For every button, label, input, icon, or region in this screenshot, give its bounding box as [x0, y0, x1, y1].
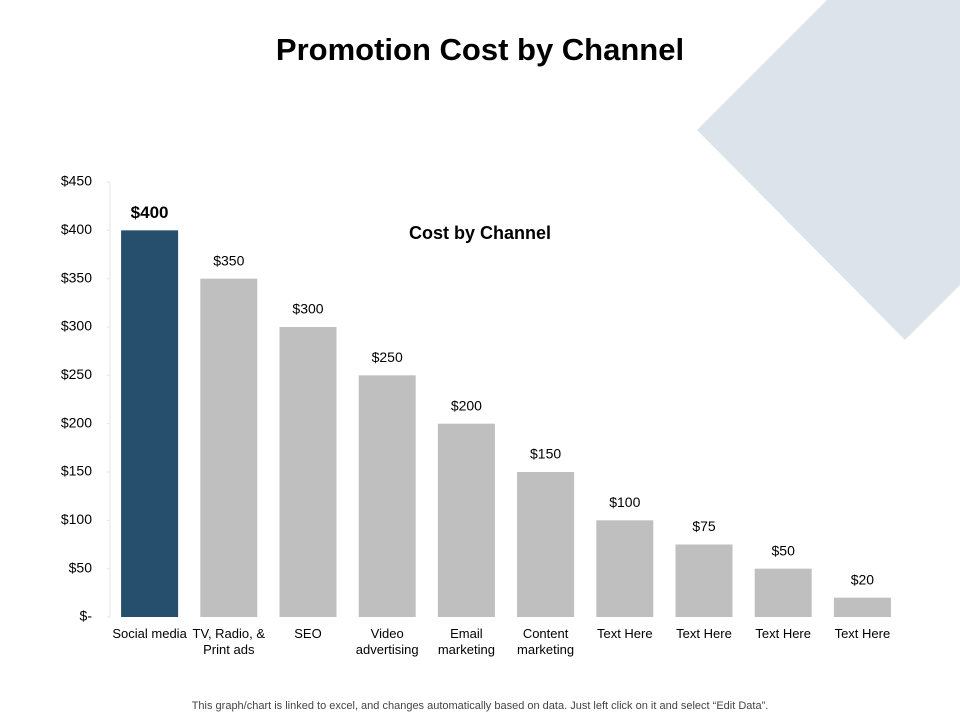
- x-tick-label: Email marketing: [437, 626, 495, 657]
- value-label: $50: [772, 542, 796, 558]
- y-tick-label: $250: [61, 366, 92, 382]
- x-tick-label: Content marketing: [517, 626, 575, 657]
- bar: [200, 278, 258, 617]
- y-tick-label: $50: [69, 559, 93, 575]
- bar: [675, 544, 733, 617]
- bar: [517, 472, 575, 617]
- y-tick-label: $100: [61, 511, 92, 527]
- value-label: $400: [131, 203, 169, 222]
- bar: [121, 230, 179, 618]
- bar: [437, 423, 495, 617]
- x-tick-label: Text Here: [834, 626, 891, 641]
- y-tick-label: $300: [61, 318, 92, 334]
- value-label: $200: [451, 397, 482, 413]
- chart-title: Promotion Cost by Channel: [276, 32, 684, 67]
- value-label: $150: [530, 446, 561, 462]
- bar: [279, 327, 337, 617]
- y-tick-label: $150: [61, 463, 92, 479]
- y-tick-label: $200: [61, 414, 92, 430]
- value-label: $250: [372, 349, 403, 365]
- x-tick-label: TV, Radio, & Print ads: [192, 626, 266, 657]
- value-label: $20: [851, 571, 875, 587]
- bar: [596, 520, 654, 617]
- x-tick-label: SEO: [294, 626, 322, 641]
- bar: [358, 375, 416, 617]
- bar: [833, 597, 891, 617]
- bar: [754, 568, 812, 617]
- x-tick-label: Text Here: [596, 626, 653, 641]
- x-tick-label: Video advertising: [355, 626, 419, 657]
- x-tick-label: Text Here: [755, 626, 811, 641]
- decoration: [697, 0, 960, 340]
- value-label: $300: [292, 301, 323, 317]
- chart-subtitle: Cost by Channel: [409, 223, 551, 243]
- x-tick-label: Text Here: [676, 626, 732, 641]
- value-label: $100: [609, 494, 640, 510]
- y-tick-label: $350: [61, 269, 92, 285]
- y-tick-label: $400: [61, 221, 92, 237]
- value-label: $350: [213, 252, 244, 268]
- y-tick-label: $-: [80, 608, 93, 624]
- footnote: This graph/chart is linked to excel, and…: [192, 700, 769, 712]
- y-tick-label: $450: [61, 173, 92, 189]
- x-tick-label: Social media: [112, 626, 187, 641]
- value-label: $75: [692, 518, 716, 534]
